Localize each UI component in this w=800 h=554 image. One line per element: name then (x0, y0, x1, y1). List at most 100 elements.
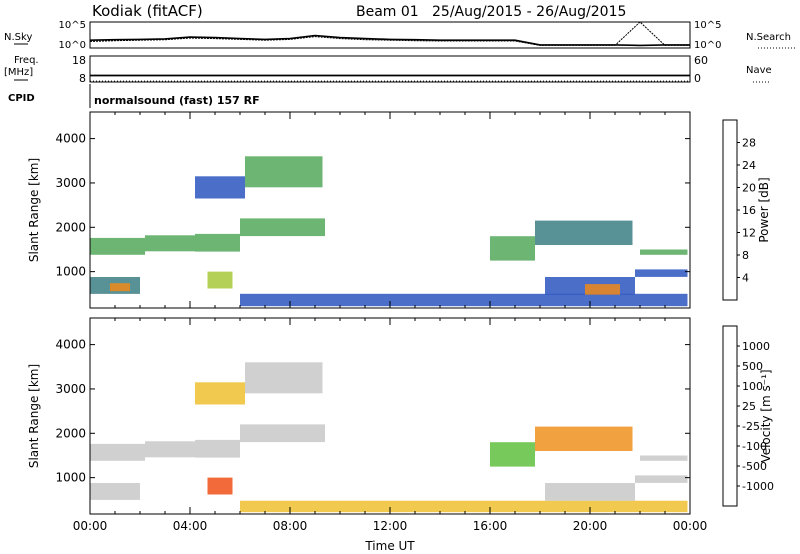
data-region-8 (240, 500, 688, 513)
colorbar-tick-label-2: -100 (742, 440, 767, 453)
data-region-7 (110, 283, 130, 292)
xtick-label-6: 00:00 (673, 519, 708, 533)
colorbar-tick-label-0: 4 (742, 272, 749, 285)
noise-right-tick-top: 10^5 (694, 20, 721, 31)
noise-left-tick-top: 10^5 (59, 20, 86, 31)
cpid-label: CPID (8, 93, 35, 104)
power-xaxis-ticks (89, 112, 691, 308)
colorbar-tick-label-3: 16 (742, 204, 756, 217)
data-region-9 (490, 442, 535, 467)
data-region-3 (240, 218, 325, 237)
time-axis-label: Time UT (364, 539, 415, 553)
power-yaxis: 1000 2000 3000 4000 (55, 132, 690, 279)
date-range: 25/Aug/2015 - 26/Aug/2015 (432, 4, 626, 20)
ytick-label-1: 2000 (55, 220, 86, 234)
noise-left-label: N.Sky (4, 32, 32, 43)
power-panel: 1000 2000 3000 4000 Slant Range [km] 4 8 12 16… (27, 111, 771, 309)
data-region-5 (245, 362, 323, 394)
colorbar-tick-label-6: 500 (742, 360, 763, 373)
freq-label-line2: [MHz] (4, 67, 33, 78)
cpid-text: normalsound (fast) 157 RF (94, 94, 260, 107)
data-region-10 (490, 236, 535, 261)
data-region-13 (640, 455, 688, 461)
nave-tick-top: 60 (694, 54, 708, 67)
noise-series-group (89, 21, 690, 47)
data-region-0 (90, 237, 145, 255)
freq-series-group (90, 74, 690, 82)
noise-panel-frame (89, 21, 691, 49)
station-title: Kodiak (fitACF) (92, 2, 203, 20)
power-colorbar-label: Power [dB] (757, 177, 771, 242)
power-data-group (90, 156, 688, 307)
velocity-xaxis-ticks: 00:00 04:00 08:00 12:00 16:00 20:00 00:00 (73, 318, 708, 533)
data-region-1 (145, 441, 195, 458)
colorbar-tick-label-5: 100 (742, 380, 763, 393)
xtick-label-2: 08:00 (273, 519, 308, 533)
velocity-panel: 1000 2000 3000 4000 00:00 04:00 08:00 12:00 16:… (27, 317, 774, 553)
freq-panel-frame (89, 55, 691, 83)
colorbar-tick-label-4: 25 (742, 400, 756, 413)
ytick-label-1: 2000 (55, 426, 86, 440)
ytick-label-0: 1000 (55, 471, 86, 485)
power-ylabel: Slant Range [km] (27, 158, 41, 262)
freq-label-line1: Freq. (14, 55, 39, 66)
data-region-4 (195, 382, 245, 405)
xtick-label-0: 00:00 (73, 519, 108, 533)
xtick-label-1: 04:00 (173, 519, 208, 533)
data-region-1 (145, 235, 195, 252)
data-region-4 (195, 176, 245, 199)
freq-tick-top: 18 (72, 54, 86, 67)
ytick-label-3: 4000 (55, 132, 86, 146)
power-colorbar: 4 8 12 16 20 24 28 (722, 119, 756, 301)
colorbar-tick-label-2: 12 (742, 227, 756, 240)
data-region-15 (640, 249, 688, 255)
colorbar-frame (722, 119, 738, 301)
data-region-3 (240, 424, 325, 443)
freq-tick-bottom: 8 (79, 72, 86, 85)
velocity-data-group (90, 362, 688, 513)
colorbar-tick-label-3: -25 (742, 420, 760, 433)
data-region-2 (195, 439, 240, 458)
data-region-6 (90, 483, 140, 500)
data-region-5 (245, 156, 323, 188)
xtick-label-3: 12:00 (373, 519, 408, 533)
data-region-14 (635, 269, 688, 277)
colorbar-tick-label-1: -500 (742, 460, 767, 473)
data-region-10 (535, 426, 633, 451)
noise-right-label: N.Search (746, 32, 791, 43)
beam-label: Beam 01 (356, 4, 419, 20)
velocity-colorbar: -1000 -500 -100 -25 25 100 500 1000 (722, 325, 774, 507)
colorbar-tick-label-4: 20 (742, 182, 756, 195)
colorbar-tick-label-6: 28 (742, 137, 756, 150)
power-panel-bg (90, 112, 690, 308)
noise-left-tick-bottom: 10^0 (59, 40, 86, 51)
xtick-label-5: 20:00 (573, 519, 608, 533)
data-region-11 (535, 220, 633, 245)
colorbar-tick-label-0: -1000 (742, 480, 774, 493)
colorbar-tick-label-5: 24 (742, 159, 756, 172)
nave-tick-bottom: 0 (694, 72, 701, 85)
data-region-2 (195, 233, 240, 252)
data-region-0 (90, 443, 145, 461)
ytick-label-0: 1000 (55, 265, 86, 279)
velocity-ylabel: Slant Range [km] (27, 364, 41, 468)
velocity-colorbar-label: Velocity [m s⁻¹] (759, 369, 773, 462)
data-region-8 (207, 271, 233, 289)
noise-series-0 (89, 34, 690, 47)
data-region-9 (240, 293, 688, 307)
colorbar-tick-label-1: 8 (742, 249, 749, 262)
data-region-12 (635, 475, 688, 483)
velocity-panel-bg (90, 318, 690, 514)
colorbar-frame (722, 325, 738, 507)
colorbar-tick-label-7: 1000 (742, 340, 770, 353)
data-region-11 (545, 483, 635, 501)
ytick-label-2: 3000 (55, 176, 86, 190)
noise-series-1 (89, 21, 690, 46)
xtick-label-4: 16:00 (473, 519, 508, 533)
data-region-13 (585, 284, 620, 295)
velocity-yaxis: 1000 2000 3000 4000 (55, 338, 690, 485)
ytick-label-2: 3000 (55, 382, 86, 396)
noise-right-tick-bottom: 10^0 (694, 40, 721, 51)
